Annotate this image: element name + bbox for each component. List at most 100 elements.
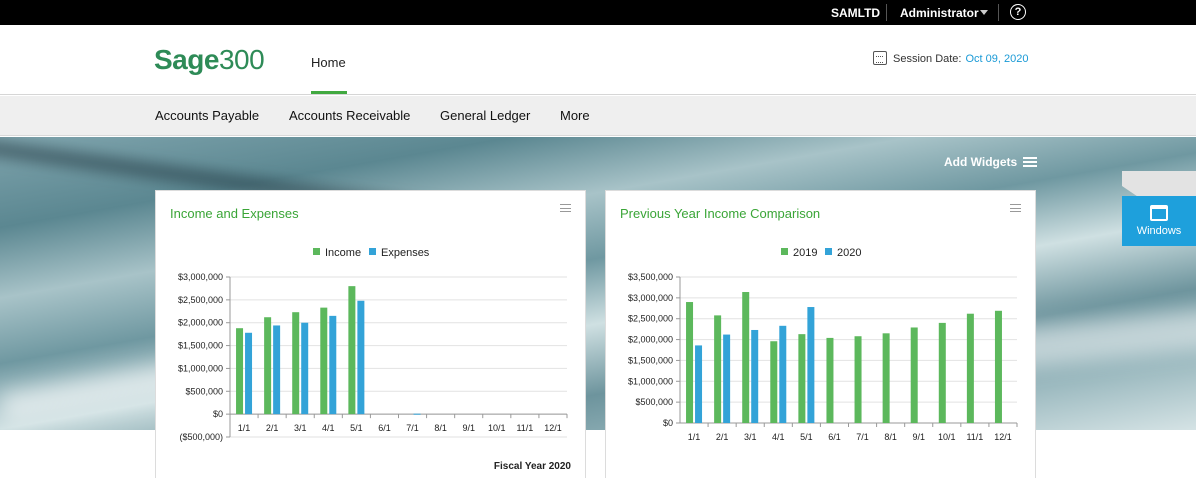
x-tick-label: 6/1	[378, 423, 391, 433]
add-widgets-label: Add Widgets	[944, 155, 1018, 169]
nav-item-accounts-payable[interactable]: Accounts Payable	[155, 108, 260, 123]
y-tick-label: $2,500,000	[628, 314, 673, 324]
legend-label: 2019	[793, 247, 817, 259]
x-tick-label: 9/1	[462, 423, 475, 433]
x-tick-label: 6/1	[828, 432, 841, 442]
x-tick-label: 12/1	[544, 423, 562, 433]
bar-2019	[938, 322, 946, 423]
session-date-value[interactable]: Oct 09, 2020	[965, 53, 1029, 65]
y-tick-label: $500,000	[185, 386, 223, 396]
x-tick-label: 2/1	[266, 423, 279, 433]
logo-number: 300	[218, 44, 265, 75]
x-tick-label: 7/1	[406, 423, 419, 433]
bar-income	[320, 307, 328, 415]
logo-word: Sage	[154, 44, 219, 75]
bar-income	[236, 328, 244, 415]
bar-2019	[994, 310, 1002, 423]
bar-income	[264, 317, 272, 415]
bar-2020	[751, 329, 759, 423]
add-widgets-button[interactable]: Add Widgets	[944, 155, 1038, 169]
y-tick-label: $3,000,000	[628, 293, 673, 303]
widget-title: Previous Year Income Comparison	[620, 206, 821, 221]
income-comparison-chart: $0 $500,000 $1,000,000 $1,500,000 $2,000,000…	[628, 247, 1018, 442]
bar-2019	[686, 302, 694, 423]
session-date-label: Session Date:	[893, 53, 962, 65]
company-name[interactable]: SAMLTD	[831, 6, 881, 20]
bar-2020	[695, 345, 703, 423]
legend-label: Income	[325, 247, 361, 259]
active-tab-indicator	[311, 91, 347, 94]
bar-expenses	[329, 315, 337, 415]
sage-logo[interactable]: Sage300	[154, 44, 265, 76]
y-tick-label: $3,500,000	[628, 272, 673, 282]
bar-2019	[798, 334, 806, 423]
bar-2020	[807, 307, 815, 423]
x-tick-label: 2/1	[716, 432, 729, 442]
legend-label: Expenses	[381, 247, 430, 259]
x-tick-label: 10/1	[488, 423, 506, 433]
y-tick-label: $2,000,000	[178, 318, 223, 328]
y-tick-label: $2,000,000	[628, 335, 673, 345]
bar-2020	[779, 325, 787, 423]
x-tick-label: 10/1	[938, 432, 956, 442]
bar-2019	[854, 336, 862, 423]
y-tick-label: $1,000,000	[178, 363, 223, 373]
nav-item-more[interactable]: More	[560, 108, 590, 123]
x-tick-label: 3/1	[744, 432, 757, 442]
bar-2019	[966, 313, 974, 423]
x-tick-label: 1/1	[688, 432, 701, 442]
y-tick-label: $1,000,000	[628, 376, 673, 386]
session-date[interactable]: Session Date: Oct 09, 2020	[873, 51, 1028, 65]
bar-expenses	[245, 332, 253, 415]
windows-tab-header	[1122, 171, 1196, 196]
bar-expenses	[273, 325, 281, 415]
divider	[998, 4, 999, 21]
windows-button[interactable]: Windows	[1122, 196, 1196, 246]
user-menu[interactable]: Administrator	[900, 6, 979, 20]
x-tick-label: 4/1	[322, 423, 335, 433]
bar-2019	[882, 333, 890, 423]
module-nav: Accounts Payable Accounts Receivable Gen…	[0, 96, 1196, 136]
nav-item-general-ledger[interactable]: General Ledger	[440, 108, 531, 123]
y-tick-label: $2,500,000	[178, 295, 223, 305]
y-tick-label: ($500,000)	[179, 432, 223, 442]
bar-2019	[742, 292, 750, 423]
x-tick-label: 5/1	[350, 423, 363, 433]
y-tick-label: $500,000	[635, 397, 673, 407]
y-tick-label: $3,000,000	[178, 272, 223, 282]
widget-income-expenses: Income and Expenses ($500,000) $0 $500,000…	[155, 190, 586, 478]
app-header: Sage300 Home Session Date: Oct 09, 2020	[0, 25, 1196, 95]
x-tick-label: 5/1	[800, 432, 813, 442]
chevron-down-icon[interactable]	[980, 10, 988, 15]
legend-swatch	[313, 248, 320, 255]
nav-item-accounts-receivable[interactable]: Accounts Receivable	[289, 108, 411, 123]
bar-income	[292, 312, 300, 415]
x-tick-label: 8/1	[884, 432, 897, 442]
x-tick-label: 8/1	[434, 423, 447, 433]
y-tick-label: $1,500,000	[628, 355, 673, 365]
tab-home[interactable]: Home	[311, 55, 346, 70]
x-tick-label: 7/1	[856, 432, 869, 442]
x-tick-label: 4/1	[772, 432, 785, 442]
legend-swatch	[825, 248, 832, 255]
x-tick-label: 9/1	[912, 432, 925, 442]
top-bar: SAMLTD Administrator ?	[0, 0, 1196, 25]
bar-expenses	[413, 413, 421, 415]
widget-menu-icon[interactable]	[1010, 204, 1021, 212]
widget-title: Income and Expenses	[170, 206, 299, 221]
bar-2019	[826, 337, 834, 423]
bar-2019	[910, 327, 918, 423]
x-tick-label: 11/1	[966, 432, 983, 442]
widget-footnote: Fiscal Year 2020	[493, 461, 571, 472]
bar-2020	[723, 334, 731, 423]
income-expenses-chart: ($500,000) $0 $500,000 $1,000,000 $1,500,000…	[178, 247, 568, 442]
widget-menu-icon[interactable]	[560, 204, 571, 212]
bar-2019	[714, 315, 722, 423]
divider	[886, 4, 887, 21]
bar-2019	[770, 341, 778, 423]
legend-label: 2020	[837, 247, 861, 259]
y-tick-label: $0	[213, 409, 223, 419]
help-icon[interactable]: ?	[1010, 4, 1026, 20]
x-tick-label: 3/1	[294, 423, 307, 433]
bar-expenses	[301, 322, 309, 415]
